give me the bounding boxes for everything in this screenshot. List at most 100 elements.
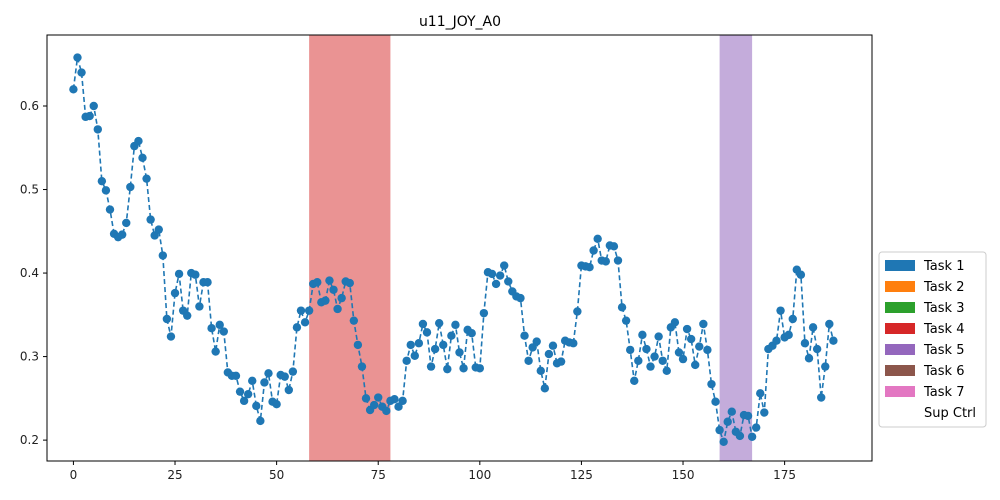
task-spans — [309, 35, 753, 461]
x-axis: 0 25 50 75 100 125 150 175 — [70, 461, 796, 482]
data-point — [369, 400, 379, 410]
legend-swatch-task-4 — [885, 323, 915, 334]
data-point — [504, 277, 513, 286]
data-point — [491, 279, 501, 289]
legend-swatch-task-1 — [885, 260, 915, 271]
data-point — [89, 101, 98, 111]
data-point — [215, 320, 224, 330]
data-point — [695, 342, 704, 351]
legend-label-task-4: Task 4 — [923, 322, 964, 337]
data-point — [304, 306, 314, 315]
data-point — [374, 393, 383, 402]
data-point — [459, 364, 468, 373]
data-point — [434, 318, 444, 328]
data-point — [727, 407, 736, 416]
data-point — [321, 296, 330, 305]
data-point — [203, 278, 212, 287]
data-point — [703, 345, 712, 355]
data-point — [756, 389, 765, 398]
legend-label-sup-ctrl: Sup Ctrl — [924, 406, 976, 421]
data-point — [788, 314, 797, 324]
data-point — [219, 327, 228, 336]
data-point — [678, 354, 688, 364]
data-point — [382, 406, 391, 416]
data-point — [162, 314, 172, 324]
data-point — [426, 362, 436, 371]
data-point — [674, 348, 684, 357]
y-tick-label: 0.3 — [20, 350, 39, 364]
data-point — [516, 293, 525, 303]
data-point — [532, 337, 541, 346]
data-point — [260, 378, 269, 387]
data-point — [662, 366, 671, 375]
data-point — [475, 364, 485, 373]
data-point — [747, 432, 757, 441]
data-point — [796, 270, 806, 279]
legend-label-task-2: Task 2 — [923, 280, 964, 295]
legend-swatch-task-6 — [885, 365, 915, 376]
data-point — [329, 285, 338, 294]
data-point — [101, 186, 111, 195]
data-point — [243, 389, 253, 399]
data-point — [256, 416, 265, 426]
data-point — [174, 269, 184, 279]
data-point — [479, 308, 489, 318]
data-point — [723, 417, 732, 426]
data-point — [500, 261, 509, 270]
data-point — [239, 396, 249, 406]
legend-label-task-5: Task 5 — [923, 343, 964, 358]
legend-swatch-task-2 — [885, 281, 915, 292]
y-tick-label: 0.2 — [20, 433, 39, 447]
data-point — [154, 225, 163, 234]
data-point — [825, 319, 834, 329]
data-point — [585, 263, 594, 272]
data-point — [170, 288, 180, 298]
data-point — [207, 323, 216, 333]
data-point — [536, 366, 545, 375]
data-point — [443, 364, 452, 374]
y-tick-label: 0.6 — [20, 99, 39, 113]
x-tick-label: 0 — [70, 468, 78, 482]
data-point — [97, 176, 107, 186]
data-point — [634, 356, 643, 365]
data-point — [357, 362, 367, 371]
data-point — [784, 330, 793, 340]
data-point — [248, 376, 257, 386]
chart-title: u11_JOY_A0 — [419, 14, 501, 30]
data-point — [455, 348, 464, 357]
data-point — [430, 344, 440, 354]
legend: Task 1 Task 2 Task 3 Task 4 Task 5 Task 6 Task… — [878, 251, 987, 428]
y-tick-label: 0.4 — [20, 266, 39, 280]
data-point — [325, 276, 334, 285]
data-point — [654, 332, 663, 341]
data-point — [719, 437, 728, 446]
data-point — [544, 349, 554, 359]
legend-swatch-task-7 — [885, 386, 915, 397]
x-tick-label: 50 — [269, 468, 284, 482]
data-point — [658, 356, 667, 365]
data-point — [211, 347, 220, 356]
data-point — [743, 411, 753, 421]
data-point — [150, 231, 159, 240]
data-point — [333, 304, 342, 314]
data-point — [540, 384, 550, 393]
data-point — [699, 319, 708, 329]
data-point — [142, 174, 151, 183]
data-point — [410, 351, 419, 360]
y-axis: 0.2 0.3 0.4 0.5 0.6 — [20, 99, 47, 447]
data-point — [390, 394, 399, 404]
x-tick-label: 175 — [773, 468, 796, 482]
data-point — [812, 344, 822, 354]
data-point — [105, 205, 115, 214]
data-point — [418, 319, 428, 329]
data-point — [630, 376, 639, 386]
data-point — [772, 336, 781, 345]
data-point — [252, 401, 261, 411]
x-tick-label: 25 — [167, 468, 182, 482]
data-point — [138, 153, 147, 162]
data-point — [284, 385, 294, 395]
data-point — [650, 352, 659, 361]
data-point — [520, 331, 529, 340]
data-point — [800, 339, 810, 348]
legend-swatch-task-3 — [885, 302, 915, 313]
